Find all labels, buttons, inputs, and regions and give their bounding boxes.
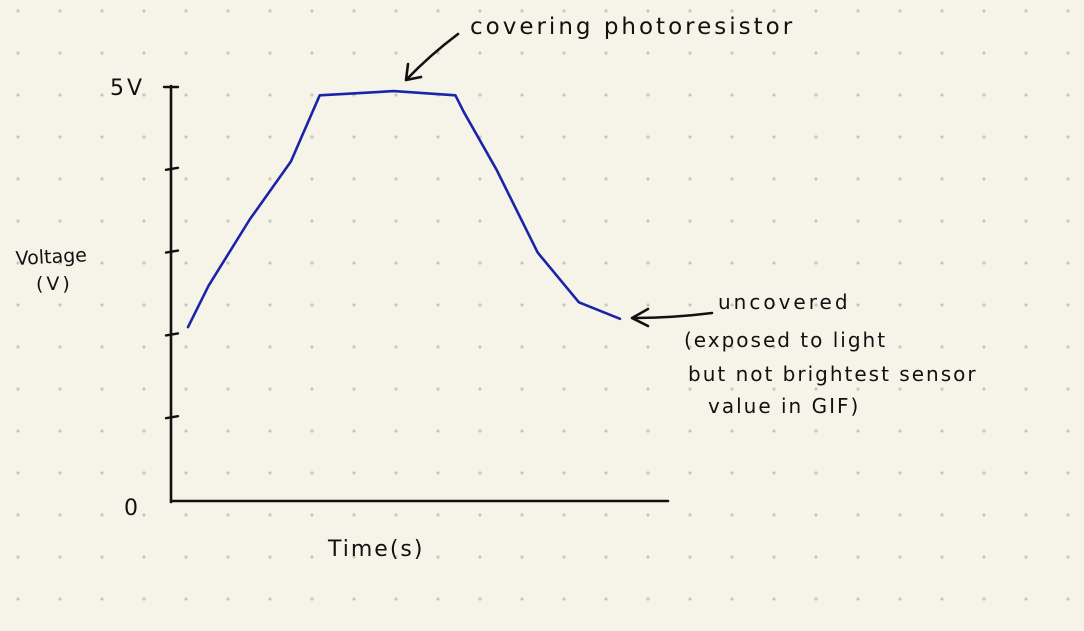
y-minor-tick	[164, 249, 180, 254]
dot-grid-background	[16, 9, 1070, 601]
annotation-top-arrow	[404, 32, 460, 82]
annotation-top-text: covering photoresistor	[470, 14, 795, 40]
annotation-end-arrow	[630, 307, 714, 328]
y-tick-label-origin: 0	[124, 496, 138, 521]
y-axis-label-line-1: Voltage	[15, 244, 87, 270]
annotation-end-line-4: value in GIF)	[708, 394, 860, 418]
y-minor-tick	[164, 166, 180, 172]
x-axis-label: Time(s)	[327, 537, 424, 562]
y-minor-ticks	[164, 166, 180, 420]
y-axis-label-line-2: (V)	[36, 273, 73, 295]
series-line	[186, 89, 622, 329]
annotation-end-line-1: uncovered	[718, 290, 851, 314]
annotation-end-line-3: but not brightest sensor	[688, 362, 978, 386]
y-tick-label-top: 5V	[110, 76, 145, 101]
annotation-end-line-2: (exposed to light	[684, 328, 887, 352]
y-minor-tick	[164, 415, 180, 420]
y-minor-tick	[164, 332, 180, 337]
